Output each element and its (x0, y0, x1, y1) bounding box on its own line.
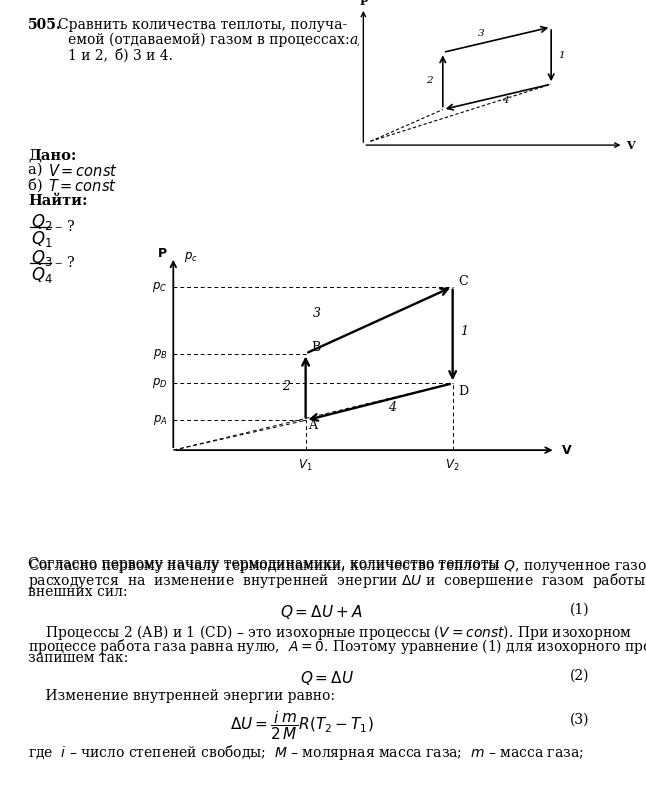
Text: $V = const$: $V = const$ (48, 163, 118, 179)
Text: $V_1$: $V_1$ (298, 457, 313, 472)
Text: 505.: 505. (28, 18, 62, 32)
Text: Дано:: Дано: (28, 148, 76, 162)
Text: C: C (459, 275, 468, 288)
Text: $T = const$: $T = const$ (48, 178, 117, 194)
Text: A: A (309, 419, 318, 433)
Text: а): а) (28, 163, 47, 177)
Text: где  $i$ – число степеней свободы;  $M$ – молярная масса газа;  $m$ – масса газа: где $i$ – число степеней свободы; $M$ – … (28, 743, 583, 762)
Text: (1): (1) (570, 603, 590, 617)
Text: Найти:: Найти: (28, 194, 87, 208)
Text: Решение: Решение (283, 300, 363, 314)
Text: $p_C$: $p_C$ (152, 279, 167, 294)
Text: емой (отдаваемой) газом в процессах:: емой (отдаваемой) газом в процессах: (68, 33, 349, 47)
Text: $Q = \Delta U$: $Q = \Delta U$ (300, 669, 354, 687)
Text: $\mathbf{V}$: $\mathbf{V}$ (561, 444, 573, 456)
Text: $Q_1$: $Q_1$ (31, 229, 52, 249)
Text: Сравнить количества теплоты, получа-: Сравнить количества теплоты, получа- (58, 18, 348, 32)
Text: внешних сил:: внешних сил: (28, 585, 127, 599)
Text: 1: 1 (460, 325, 468, 338)
Text: $V_2$: $V_2$ (445, 457, 460, 472)
Text: Процессы 2 (АВ) и 1 (CD) – это изохорные процессы ($V = const$). При изохорном: Процессы 2 (АВ) и 1 (CD) – это изохорные… (28, 623, 632, 642)
Text: 4: 4 (388, 401, 396, 413)
Text: $Q_2$: $Q_2$ (31, 212, 52, 232)
Text: 4: 4 (502, 97, 508, 105)
Text: $p_B$: $p_B$ (153, 346, 167, 361)
Text: $\mathbf{P}$: $\mathbf{P}$ (157, 247, 167, 260)
Text: V: V (626, 140, 634, 151)
Text: 3: 3 (313, 307, 321, 320)
Text: $\Delta U = \dfrac{i}{2}\dfrac{m}{M} R(T_2 - T_1)$: $\Delta U = \dfrac{i}{2}\dfrac{m}{M} R(T… (230, 709, 373, 742)
Text: б): б) (28, 178, 47, 192)
Text: 1 и 2,: 1 и 2, (68, 48, 108, 62)
Text: 1: 1 (558, 51, 565, 60)
Text: B: B (311, 341, 321, 354)
Text: – ?: – ? (55, 220, 75, 234)
Text: Согласно первому началу термодинамики, количество теплоты: Согласно первому началу термодинамики, к… (28, 557, 504, 571)
Text: (3): (3) (570, 713, 590, 727)
Text: $Q = \Delta U + A$: $Q = \Delta U + A$ (280, 603, 362, 621)
Text: $p_A$: $p_A$ (153, 413, 167, 428)
Text: расходуется  на  изменение  внутренней  энергии $\mathit{\Delta U}$ и  совершени: расходуется на изменение внутренней энер… (28, 571, 646, 590)
Text: 2: 2 (426, 77, 433, 85)
Text: Согласно первому началу термодинамики, количество теплоты $Q$, полученное газом,: Согласно первому началу термодинамики, к… (28, 557, 646, 575)
Text: Изменение внутренней энергии равно:: Изменение внутренней энергии равно: (28, 689, 335, 703)
Text: D: D (459, 385, 468, 398)
Text: – ?: – ? (55, 256, 75, 270)
Text: 2: 2 (282, 381, 290, 393)
Text: (2): (2) (570, 669, 590, 683)
Text: процессе работа газа равна нулю,  $A = 0$. Поэтому уравнение (1) для изохорного : процессе работа газа равна нулю, $A = 0$… (28, 637, 646, 656)
Text: б) 3 и 4.: б) 3 и 4. (115, 48, 173, 62)
Text: $p_c$: $p_c$ (183, 250, 198, 264)
Text: а): а) (350, 33, 364, 47)
Text: $Q_3$: $Q_3$ (31, 248, 52, 268)
Text: P: P (359, 0, 368, 7)
Text: $p_D$: $p_D$ (152, 377, 167, 390)
Text: запишем так:: запишем так: (28, 651, 129, 665)
Text: 3: 3 (478, 29, 484, 38)
Text: $Q_4$: $Q_4$ (31, 265, 53, 285)
